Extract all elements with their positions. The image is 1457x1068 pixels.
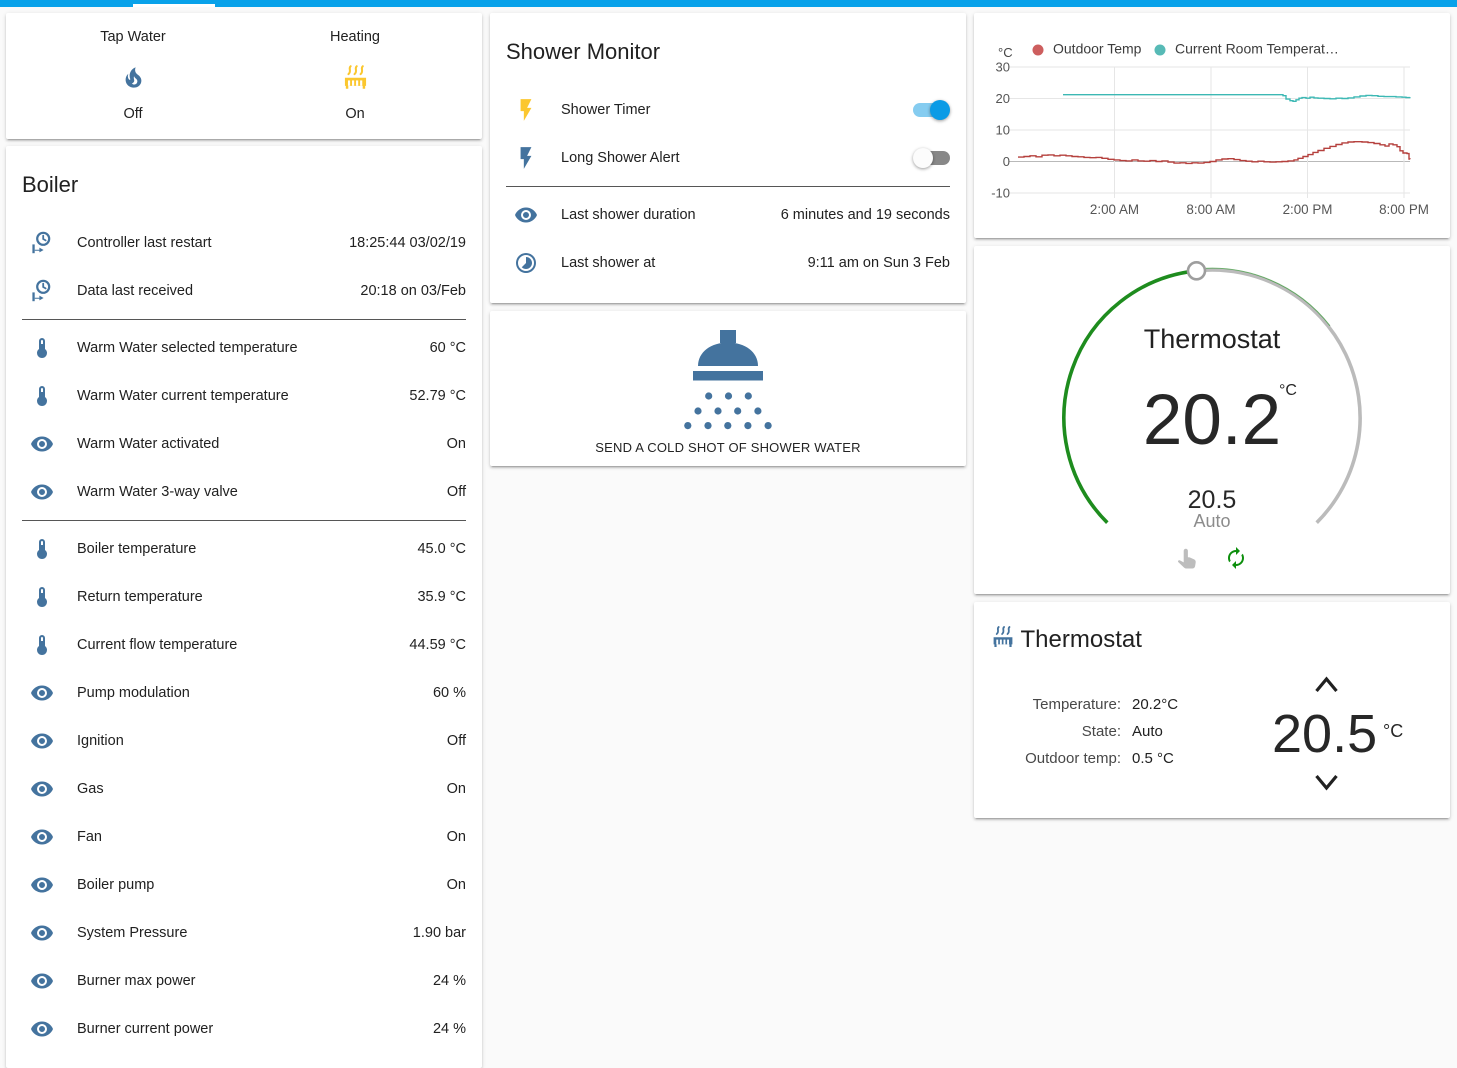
svg-text:Current Room Temperat…: Current Room Temperat… xyxy=(1175,41,1339,57)
svg-text:0: 0 xyxy=(1003,154,1010,169)
svg-text:10: 10 xyxy=(996,123,1010,138)
svg-text:8:00 PM: 8:00 PM xyxy=(1379,202,1429,217)
svg-text:Outdoor Temp: Outdoor Temp xyxy=(1053,41,1142,57)
svg-text:°C: °C xyxy=(998,45,1013,60)
svg-text:30: 30 xyxy=(996,60,1010,75)
svg-text:20: 20 xyxy=(996,91,1010,106)
svg-text:8:00 AM: 8:00 AM xyxy=(1186,202,1235,217)
svg-text:2:00 AM: 2:00 AM xyxy=(1090,202,1139,217)
svg-text:-10: -10 xyxy=(991,186,1010,201)
svg-text:2:00 PM: 2:00 PM xyxy=(1283,202,1333,217)
